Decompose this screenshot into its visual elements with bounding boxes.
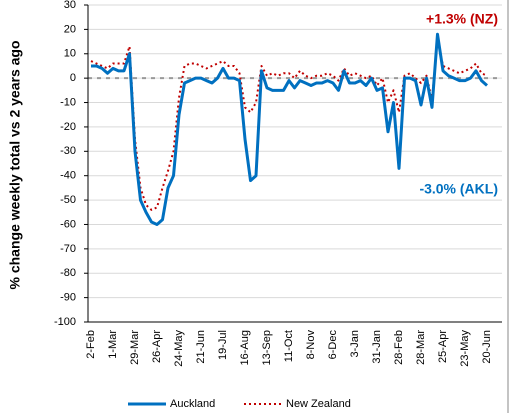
y-tick-label: 30	[64, 0, 76, 11]
y-tick-label: -80	[60, 267, 76, 279]
x-tick-label: 23-May	[459, 330, 471, 367]
x-tick-label: 3-Jan	[349, 330, 361, 358]
annotation-nz: +1.3% (NZ)	[426, 11, 498, 27]
x-tick-label: 28-Feb	[393, 330, 405, 365]
x-tick-label: 11-Oct	[283, 330, 295, 362]
series-line	[90, 38, 488, 211]
x-tick-label: 28-Mar	[415, 330, 427, 365]
y-tick-label: -30	[60, 145, 76, 157]
annotation-akl: -3.0% (AKL)	[419, 181, 498, 197]
x-tick-label: 1-Mar	[107, 330, 119, 359]
y-tick-label: -70	[60, 243, 76, 255]
x-tick-label: 25-Apr	[437, 330, 449, 363]
x-tick-label: 8-Nov	[305, 330, 317, 360]
series-line	[91, 32, 488, 226]
y-tick-label: -40	[60, 170, 76, 182]
y-tick-label: -90	[60, 292, 76, 304]
y-tick-label: -20	[60, 121, 76, 133]
x-tick-label: 16-Aug	[239, 330, 251, 365]
x-tick-label: 13-Sep	[261, 330, 273, 365]
x-tick-label: 21-Jun	[195, 330, 207, 364]
y-tick-label: -100	[54, 316, 76, 328]
x-tick-label: 29-Mar	[129, 330, 141, 365]
y-tick-label: -50	[60, 194, 76, 206]
x-tick-label: 24-May	[173, 330, 185, 367]
y-tick-label: 10	[64, 48, 76, 60]
legend-label: Auckland	[170, 398, 215, 410]
y-axis-label: % change weekly total vs 2 years ago	[7, 40, 23, 289]
y-tick-label: 0	[70, 72, 76, 84]
y-tick-label: 20	[64, 23, 76, 35]
x-tick-label: 2-Feb	[85, 330, 97, 359]
x-tick-label: 6-Dec	[327, 330, 339, 360]
x-tick-label: 20-Jun	[481, 330, 493, 364]
y-tick-label: -60	[60, 218, 76, 230]
x-tick-label: 19-Jul	[217, 330, 229, 360]
y-tick-label: -10	[60, 96, 76, 108]
x-tick-label: 26-Apr	[151, 330, 163, 363]
x-tick-label: 31-Jan	[371, 330, 383, 364]
legend-label: New Zealand	[286, 398, 351, 410]
